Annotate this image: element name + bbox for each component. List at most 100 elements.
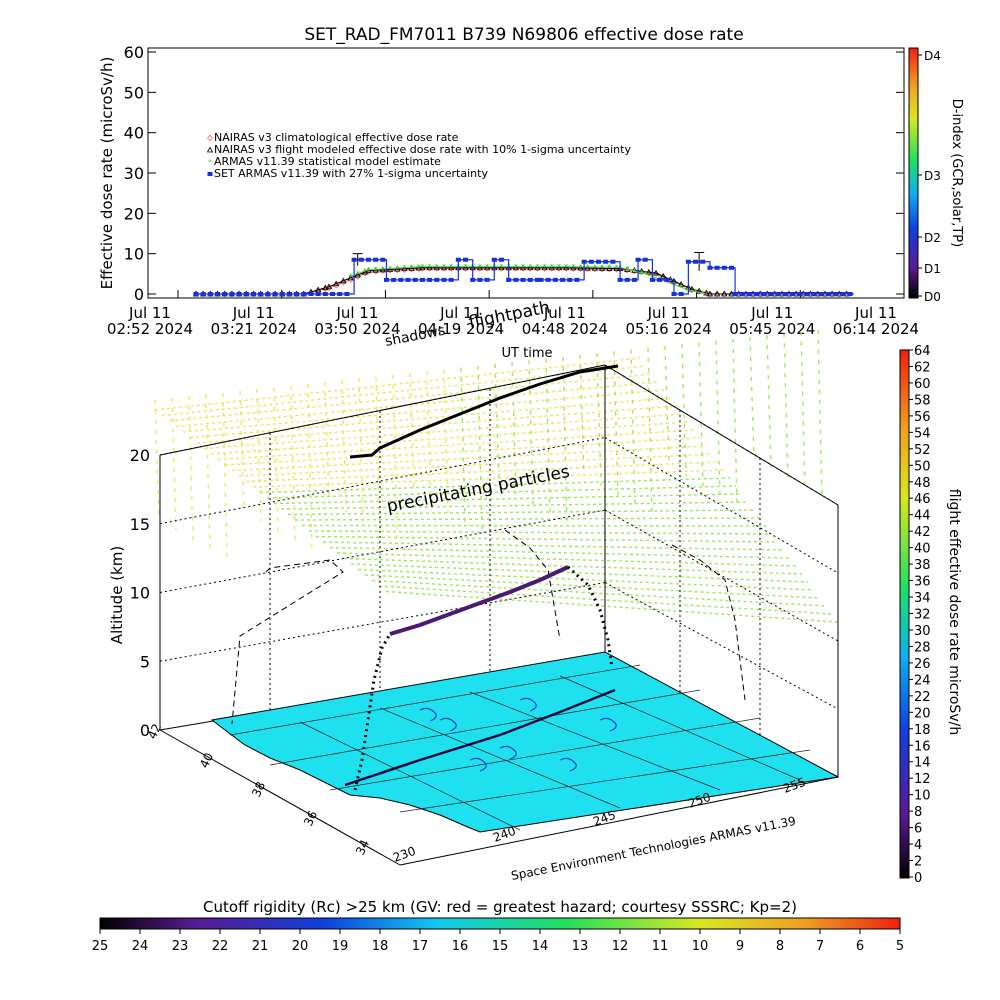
rigidity-tick-label: 21 [252, 939, 269, 954]
dose-tick-label: 28 [914, 640, 931, 655]
series-point [700, 259, 706, 264]
precip-column [681, 344, 687, 477]
precip-column [477, 365, 483, 534]
legend-entry: NAIRAS v3 flight modeled effective dose … [214, 143, 631, 156]
series-point [645, 268, 653, 275]
series-point: * [535, 263, 539, 272]
dose-tick-label: 14 [914, 756, 931, 771]
series-point [649, 277, 655, 282]
precip-column [222, 392, 228, 561]
series-point [412, 277, 418, 282]
series-point [657, 277, 663, 282]
precip-column [545, 358, 551, 515]
precip-column [426, 371, 432, 504]
series-point [534, 277, 540, 282]
series-point [265, 292, 271, 296]
series-point [826, 292, 832, 296]
precip-column [324, 381, 330, 503]
series-point [721, 290, 728, 297]
series-point [330, 292, 336, 296]
series-point [294, 292, 300, 296]
rigidity-tick-label: 13 [572, 939, 589, 954]
dose-tick-label: 12 [914, 772, 931, 787]
d-index-label: D-index (GCR,solar,TP) [949, 99, 964, 247]
altitude-gridline-right [604, 582, 839, 710]
rigidity-tick-label: 19 [332, 939, 349, 954]
x-tick-label-date: Jul 11 [128, 304, 171, 322]
dose-tick-label: 10 [914, 789, 931, 804]
x-tick-label-date: Jul 11 [335, 304, 378, 322]
series-point [693, 259, 699, 264]
precip-row [385, 590, 839, 623]
series-point: * [579, 263, 583, 272]
rigidity-tick-label: 11 [652, 939, 669, 954]
series-point [591, 264, 599, 271]
surface-grid-line [559, 675, 801, 781]
series-point [746, 292, 752, 296]
series-point [448, 277, 454, 282]
precip-row [238, 453, 713, 477]
precip-row [273, 493, 743, 505]
surface-grid-line [229, 664, 641, 736]
rigidity-tick-label: 8 [776, 939, 784, 954]
series-point [455, 257, 461, 262]
series-point [560, 277, 566, 282]
dose-tick-label: 4 [914, 838, 922, 853]
series-point: * [435, 263, 439, 272]
latitude-tick-label: 34 [353, 838, 372, 858]
precip-column [749, 336, 755, 458]
top-y-axis-label: Effective dose rate (microSv/h) [98, 57, 116, 290]
precip-column [562, 356, 568, 525]
series-point: * [701, 289, 705, 298]
dose-tick-label: 6 [914, 822, 922, 837]
series-point [739, 292, 745, 296]
dose-tick-label: 34 [914, 591, 931, 606]
x-tick-label-date: Jul 11 [232, 304, 275, 322]
dose-tick-label: 48 [914, 476, 931, 491]
series-point [415, 264, 422, 271]
rigidity-tick-label: 14 [532, 939, 549, 954]
rigidity-tick-label: 5 [896, 939, 904, 954]
precip-row [203, 413, 683, 450]
series-point: * [614, 263, 618, 272]
dose-tick-label: 42 [914, 525, 931, 540]
series-point [427, 277, 433, 282]
series-point [534, 264, 541, 271]
series-point [677, 280, 685, 287]
dose-tick-label: 52 [914, 443, 931, 458]
descent-track [566, 565, 614, 669]
series-point [476, 264, 484, 271]
series-point: * [374, 265, 378, 274]
terrain-surface [210, 651, 840, 833]
series-point: * [528, 263, 532, 272]
series-point [243, 292, 249, 296]
precip-row [315, 535, 779, 543]
latitude-tick-label: 40 [197, 751, 216, 771]
series-point: * [640, 269, 644, 278]
precip-column [239, 390, 245, 512]
series-point: * [607, 263, 611, 272]
rigidity-tick-label: 23 [172, 939, 189, 954]
series-point [624, 277, 630, 282]
altitude-tick-label: 10 [130, 584, 150, 603]
precip-column [596, 353, 602, 486]
precip-column [341, 380, 347, 513]
flightpath-top [349, 364, 619, 459]
flight-shadow-dashed [231, 529, 746, 725]
series-point [207, 172, 213, 176]
latitude-tick-label: 42 [145, 722, 164, 742]
series-point [833, 292, 839, 296]
latitude-ticks: 42 40 38 36 34 [145, 722, 372, 858]
precip-row [210, 421, 689, 455]
series-point [498, 257, 504, 262]
dose-tick-label: 32 [914, 608, 931, 623]
series-point [714, 290, 721, 298]
ascent-track [353, 633, 392, 791]
d-index-tick-label: D4 [924, 49, 941, 63]
series-point [322, 292, 328, 296]
y-tick-label: 0 [134, 285, 144, 304]
series-point: * [543, 263, 547, 272]
series-point [391, 277, 397, 282]
series-point [761, 292, 767, 296]
